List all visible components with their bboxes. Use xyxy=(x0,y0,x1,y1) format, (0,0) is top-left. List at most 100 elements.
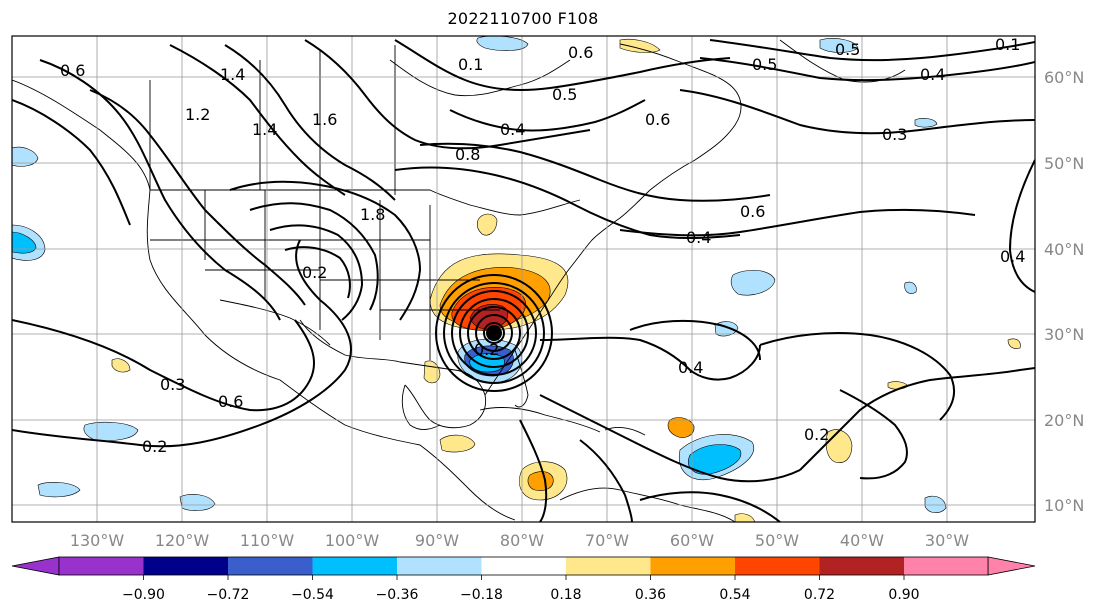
lon-label: 60°W xyxy=(670,531,714,550)
contour-27 xyxy=(579,439,633,522)
lat-label: 60°N xyxy=(1044,68,1084,87)
shade-atl-orange xyxy=(667,417,695,438)
shade-gl-yellow xyxy=(476,213,498,236)
colorbar-segment xyxy=(228,557,313,575)
contour-label: 0.6 xyxy=(740,202,765,221)
contour-10 xyxy=(229,180,422,321)
coast-yucatan xyxy=(401,384,441,430)
contour-label: 0.3 xyxy=(882,125,907,144)
contour-label: 0.5 xyxy=(835,40,860,59)
shade-pacific-blue-inner xyxy=(12,231,37,254)
contour-14 xyxy=(394,166,741,240)
contour-label: 0.1 xyxy=(458,55,483,74)
low-center-marker xyxy=(486,325,502,341)
contour-8 xyxy=(394,39,731,91)
colorbar: −0.90 −0.72 −0.54 −0.36 −0.18 0.18 0.36 … xyxy=(11,556,1036,603)
contour-22 xyxy=(759,332,956,421)
contour-label: 0.2 xyxy=(142,437,167,456)
shade-pac-yellow-small xyxy=(111,358,131,373)
colorbar-segment xyxy=(397,557,482,575)
contour-25 xyxy=(1008,159,1035,293)
contour-label-group: 0.6 1.4 1.2 1.4 1.6 0.1 0.6 0.5 0.5 0.4 … xyxy=(60,35,1025,456)
contour-26 xyxy=(519,419,548,522)
lat-label: 30°N xyxy=(1044,325,1084,344)
shade-ne-atl-blue xyxy=(914,118,938,128)
contour-28 xyxy=(839,389,908,480)
coast-cuba xyxy=(479,407,601,433)
colorbar-segment xyxy=(735,557,820,575)
colorbar-tick-label: −0.18 xyxy=(460,587,503,603)
lon-label: 120°W xyxy=(155,531,210,550)
colorbar-tick-label: −0.36 xyxy=(376,587,419,603)
lon-label: 80°W xyxy=(500,531,544,550)
colorbar-tick-label: 0.54 xyxy=(719,587,750,603)
shade-ne-atl-blue2 xyxy=(904,281,917,294)
colorbar-segment xyxy=(312,557,397,575)
contour-label: 0.5 xyxy=(552,85,577,104)
shade-pac-blue-small xyxy=(83,421,139,441)
colorbar-segment xyxy=(904,557,988,575)
lon-label: 40°W xyxy=(840,531,884,550)
colorbar-segment xyxy=(59,557,144,575)
shade-n-atl-blue xyxy=(819,38,859,53)
coast-hudson xyxy=(389,59,571,97)
contour-label: 1.2 xyxy=(185,105,210,124)
contour-30 xyxy=(12,99,131,226)
contour-label: 0.5 xyxy=(752,55,777,74)
shade-carib-orange xyxy=(527,471,554,491)
contour-24 xyxy=(799,367,1035,471)
coast-central-america xyxy=(419,444,516,521)
colorbar-segment xyxy=(566,557,651,575)
lon-label: 90°W xyxy=(415,531,459,550)
colorbar-tick-label: 0.18 xyxy=(550,587,581,603)
contour-18 xyxy=(699,57,1035,82)
contour-13 xyxy=(284,246,351,299)
colorbar-tick-label: 0.90 xyxy=(888,587,919,603)
shade-small-yellow2 xyxy=(1007,338,1021,349)
colorbar-tick-label: 0.36 xyxy=(635,587,666,603)
contour-11 xyxy=(249,202,379,311)
contour-label: 0.2 xyxy=(804,425,829,444)
shade-mid-atl-blue xyxy=(730,270,776,296)
shade-carib-yellow2 xyxy=(439,434,476,453)
contour-19 xyxy=(709,39,1035,62)
contour-7 xyxy=(304,39,591,150)
contour-label: 1.4 xyxy=(252,120,277,139)
border-us-mexico xyxy=(219,299,331,346)
contour-21 xyxy=(629,319,761,361)
contour-4 xyxy=(89,89,306,306)
lon-label: 130°W xyxy=(70,531,125,550)
colorbar-tick-label: 0.72 xyxy=(804,587,835,603)
coast-west-north-america xyxy=(12,79,421,446)
contour-1 xyxy=(12,239,352,448)
shade-pac-blue-tiny2 xyxy=(179,494,216,511)
colorbar-tick-label: −0.90 xyxy=(122,587,165,603)
shade-e-atl-blue xyxy=(924,495,947,513)
contour-29 xyxy=(639,491,781,522)
contour-label: 0.6 xyxy=(60,61,85,80)
contour-label: 0.6 xyxy=(645,110,670,129)
contour-9 xyxy=(449,99,646,132)
contour-label: 0.1 xyxy=(995,35,1020,54)
colorbar-tick-labels: −0.90 −0.72 −0.54 −0.36 −0.18 0.18 0.36 … xyxy=(122,587,920,603)
contour-6 xyxy=(224,44,396,201)
contour-label: 0.4 xyxy=(678,358,703,377)
lat-label: 50°N xyxy=(1044,154,1084,173)
lon-label: 50°W xyxy=(755,531,799,550)
colorbar-segment xyxy=(650,557,735,575)
lat-label: 40°N xyxy=(1044,240,1084,259)
shade-pac-blue-tiny xyxy=(37,481,81,498)
contour-23 xyxy=(539,394,801,483)
colorbar-ticks xyxy=(143,575,905,580)
colorbar-segment xyxy=(143,557,228,575)
lon-label: 110°W xyxy=(240,531,295,550)
contour-label: 0.6 xyxy=(218,392,243,411)
colorbar-tick-label: −0.72 xyxy=(207,587,250,603)
contour-20 xyxy=(539,336,761,381)
contour-label: 0.3 xyxy=(160,375,185,394)
shade-carib-yellow3 xyxy=(734,513,756,522)
colorbar-segment xyxy=(819,557,904,575)
colorbar-max-extension xyxy=(987,556,1036,576)
shade-west-canada-blue xyxy=(12,146,39,167)
map-title: 2022110700 F108 xyxy=(447,9,599,28)
